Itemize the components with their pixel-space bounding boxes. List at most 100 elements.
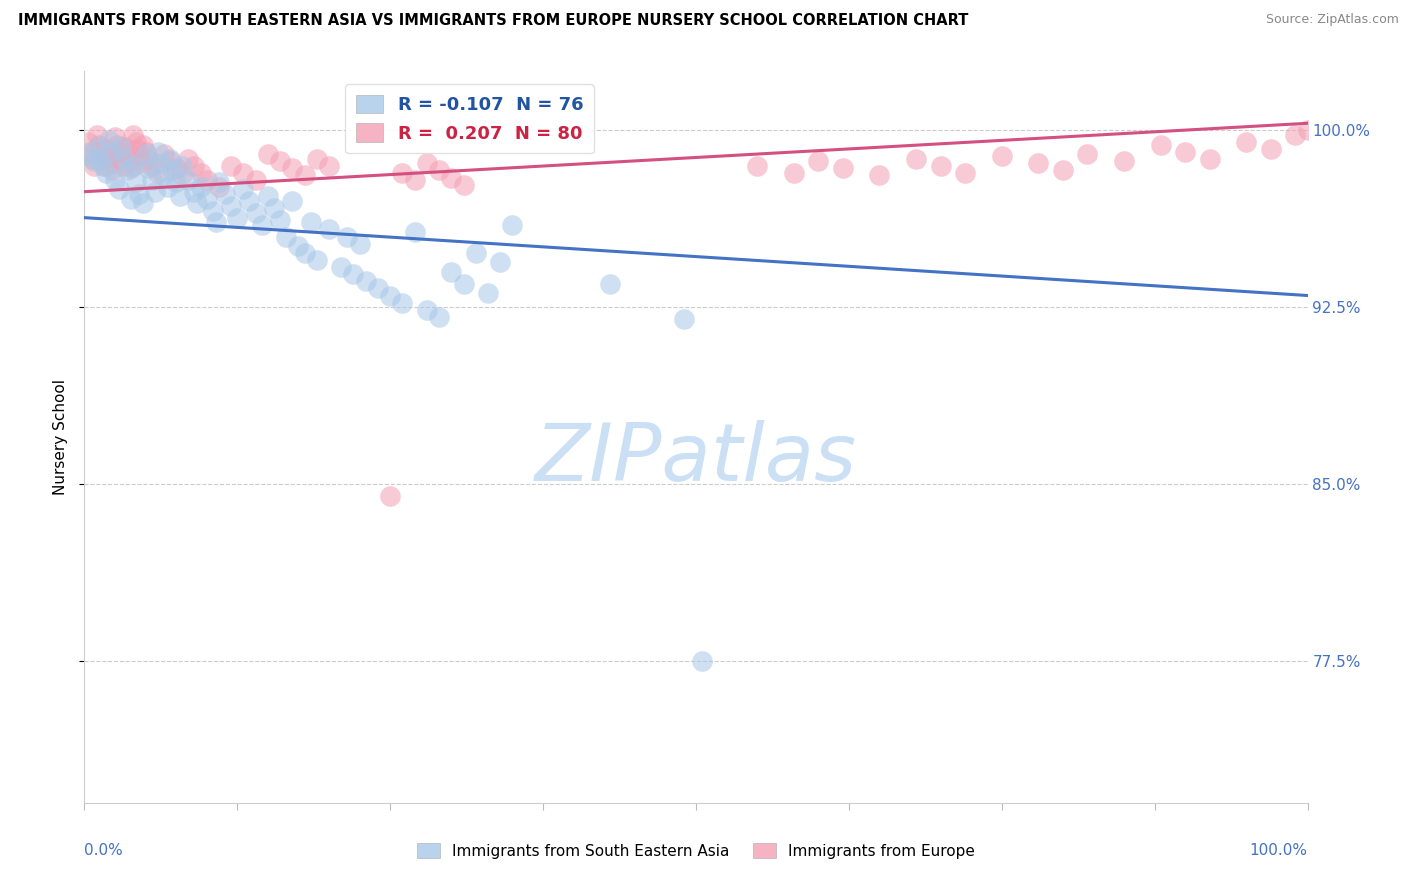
Point [112, 152, 135, 166]
Point [122, 128, 145, 142]
Point [172, 159, 194, 173]
Point [135, 147, 157, 161]
Point [122, 159, 145, 173]
Point [427, 310, 450, 324]
Point [502, 218, 524, 232]
Point [104, 173, 127, 187]
Point [128, 187, 150, 202]
Point [783, 166, 806, 180]
Point [453, 178, 475, 192]
Point [1028, 156, 1050, 170]
Point [208, 175, 231, 189]
Point [153, 147, 176, 161]
Point [1174, 145, 1197, 159]
Point [404, 173, 426, 187]
Point [1052, 163, 1074, 178]
Point [177, 173, 200, 187]
Point [1260, 142, 1282, 156]
Point [599, 277, 621, 291]
Text: IMMIGRANTS FROM SOUTH EASTERN ASIA VS IMMIGRANTS FROM EUROPE NURSERY SCHOOL CORR: IMMIGRANTS FROM SOUTH EASTERN ASIA VS IM… [18, 13, 969, 29]
Point [318, 159, 340, 173]
Point [118, 154, 141, 169]
Point [416, 302, 439, 317]
Point [672, 312, 695, 326]
Point [349, 236, 371, 251]
Point [87, 152, 110, 166]
Point [294, 246, 316, 260]
Point [131, 156, 153, 170]
Y-axis label: Nursery School: Nursery School [52, 379, 67, 495]
Point [114, 140, 136, 154]
Point [120, 192, 142, 206]
Point [153, 168, 176, 182]
Point [141, 159, 163, 173]
Point [83, 154, 105, 169]
Point [115, 147, 138, 161]
Point [201, 203, 224, 218]
Point [79, 145, 101, 159]
Point [281, 194, 304, 208]
Point [1076, 147, 1098, 161]
Point [83, 159, 105, 173]
Point [159, 152, 181, 166]
Point [165, 175, 187, 189]
Point [135, 145, 157, 159]
Point [330, 260, 353, 275]
Point [97, 149, 120, 163]
Point [257, 147, 280, 161]
Point [156, 180, 179, 194]
Point [294, 168, 316, 182]
Point [1114, 154, 1136, 169]
Point [1296, 123, 1319, 137]
Point [219, 199, 242, 213]
Point [136, 152, 159, 166]
Point [169, 189, 191, 203]
Point [269, 154, 291, 169]
Point [831, 161, 853, 175]
Point [115, 163, 138, 178]
Point [263, 201, 285, 215]
Point [1150, 137, 1173, 152]
Point [162, 163, 184, 178]
Point [1284, 128, 1306, 142]
Point [214, 187, 236, 202]
Point [440, 170, 463, 185]
Point [159, 154, 181, 169]
Point [232, 166, 254, 180]
Point [125, 142, 148, 156]
Point [219, 159, 242, 173]
Point [186, 196, 208, 211]
Point [177, 152, 200, 166]
Point [172, 168, 194, 182]
Point [96, 166, 118, 180]
Point [380, 489, 402, 503]
Point [380, 288, 402, 302]
Point [869, 168, 891, 182]
Point [245, 206, 267, 220]
Point [94, 159, 117, 173]
Point [136, 161, 159, 175]
Point [146, 166, 169, 180]
Point [120, 161, 142, 175]
Point [342, 267, 364, 281]
Point [125, 175, 148, 189]
Point [440, 265, 463, 279]
Point [104, 130, 127, 145]
Point [905, 152, 928, 166]
Point [110, 152, 132, 166]
Point [427, 163, 450, 178]
Point [208, 180, 231, 194]
Legend: Immigrants from South Eastern Asia, Immigrants from Europe: Immigrants from South Eastern Asia, Immi… [411, 837, 981, 864]
Point [183, 185, 205, 199]
Point [77, 135, 100, 149]
Point [107, 182, 129, 196]
Text: Source: ZipAtlas.com: Source: ZipAtlas.com [1265, 13, 1399, 27]
Point [354, 274, 377, 288]
Point [305, 253, 328, 268]
Point [128, 149, 150, 163]
Point [489, 255, 512, 269]
Point [86, 140, 108, 154]
Point [318, 222, 340, 236]
Point [1236, 135, 1258, 149]
Point [367, 281, 389, 295]
